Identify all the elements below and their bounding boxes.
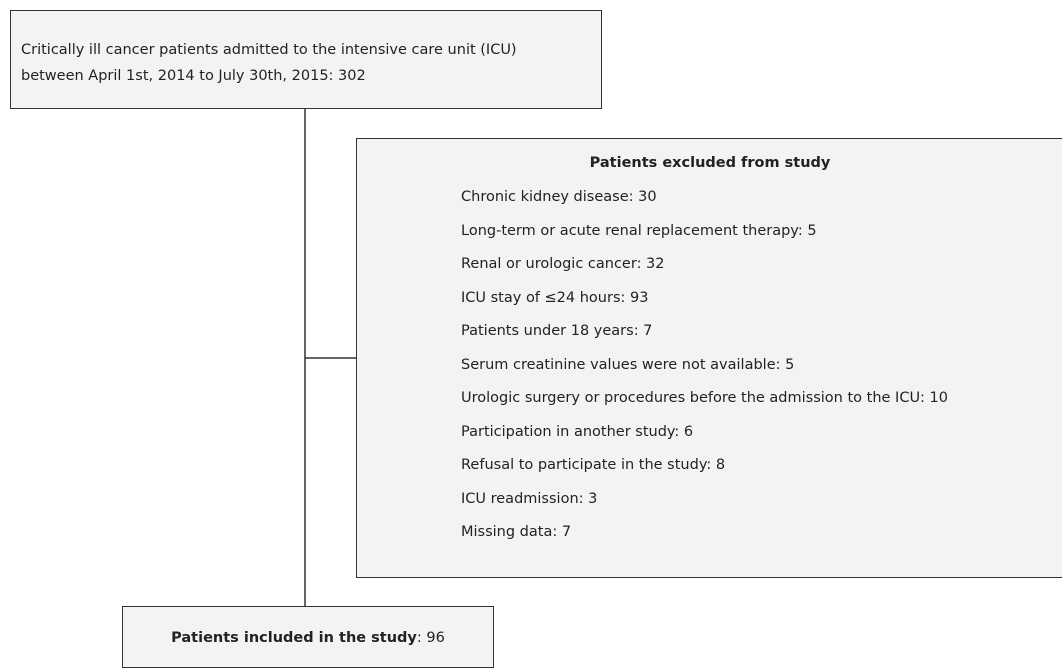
included-label: Patients included in the study: [171, 630, 417, 646]
excluded-title: Patients excluded from study: [589, 155, 831, 171]
excluded-item: Renal or urologic cancer: 32: [461, 256, 665, 272]
top-box: Critically ill cancer patients admitted …: [10, 10, 602, 109]
excluded-item: Urologic surgery or procedures before th…: [461, 390, 949, 406]
included-box: Patients included in the study: 96: [122, 606, 494, 668]
included-text: Patients included in the study: 96: [123, 628, 493, 648]
excluded-item: Chronic kidney disease: 30: [461, 189, 657, 205]
excluded-item: ICU stay of ≤24 hours: 93: [461, 289, 649, 306]
top-line: between April 1st, 2014 to July 30th, 20…: [21, 68, 366, 84]
excluded-item: Refusal to participate in the study: 8: [461, 457, 726, 473]
excluded-item: Long-term or acute renal replacement the…: [461, 222, 817, 239]
excluded-item: Serum creatinine values were not availab…: [461, 356, 795, 373]
excluded-box: Patients excluded from study Chronic kid…: [356, 138, 1062, 578]
excluded-item: Missing data: 7: [461, 524, 572, 540]
excluded-item: ICU readmission: 3: [461, 490, 598, 507]
top-line: Critically ill cancer patients admitted …: [21, 42, 517, 58]
excluded-item: Participation in another study: 6: [461, 423, 694, 440]
included-count: : 96: [416, 630, 445, 646]
excluded-item: Patients under 18 years: 7: [461, 323, 653, 339]
